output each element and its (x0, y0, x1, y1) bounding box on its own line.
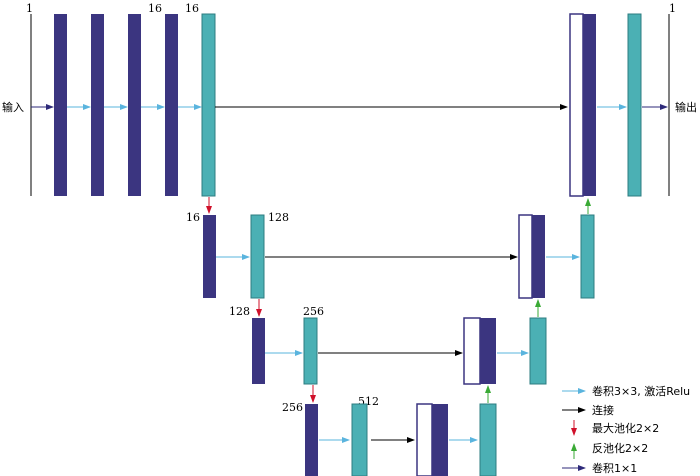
legend-maxpool-label: 最大池化2×2 (592, 421, 659, 435)
legend-upsample-label: 反池化2×2 (592, 441, 648, 455)
feature-map-concat-copy (518, 214, 533, 299)
feature-map-concat-copy (569, 13, 584, 197)
feature-map-concat-upsampled (480, 318, 496, 384)
feature-map-teal (580, 214, 595, 299)
legend-conv3x3-label: 卷积3×3, 激活Relu (592, 384, 690, 398)
label-in-channels: 1 (26, 2, 33, 15)
feature-map-dark (305, 404, 318, 476)
feature-map-teal (250, 214, 265, 299)
label-enc3-out: 256 (303, 305, 324, 318)
label-enc2-out: 128 (268, 211, 289, 224)
feature-map-concat-upsampled (432, 404, 448, 476)
feature-map-teal (529, 317, 547, 385)
output-label: 输出 (675, 100, 697, 114)
feature-map-concat-upsampled (583, 14, 596, 196)
feature-map-concat-upsampled (532, 215, 545, 298)
feature-map-dark (128, 14, 141, 196)
label-enc1-mid: 16 (148, 2, 162, 15)
feature-map-dark (54, 14, 67, 196)
feature-map-dark (203, 215, 216, 298)
input-label: 输入 (2, 100, 24, 114)
feature-map-teal (201, 13, 216, 197)
label-enc3-in: 128 (229, 305, 250, 318)
feature-map-teal (479, 403, 497, 476)
feature-map-teal (351, 403, 368, 476)
feature-map-dark (91, 14, 104, 196)
feature-map-dark (165, 14, 178, 196)
feature-map-concat-copy (463, 317, 481, 385)
label-out-channels: 1 (669, 2, 676, 15)
legend-concat-label: 连接 (592, 404, 614, 417)
feature-map-dark (252, 318, 265, 384)
feature-map-teal (303, 317, 318, 385)
feature-map-teal (627, 13, 642, 197)
feature-map-concat-copy (416, 403, 433, 476)
label-enc1-out: 16 (185, 2, 199, 15)
label-enc4-in: 256 (282, 401, 303, 414)
legend: 卷积3×3, 激活Relu 连接 最大池化2×2 反池化2×2 卷积1×1 (562, 384, 690, 475)
legend-conv1x1-label: 卷积1×1 (592, 461, 637, 475)
label-enc2-in: 16 (186, 211, 200, 224)
